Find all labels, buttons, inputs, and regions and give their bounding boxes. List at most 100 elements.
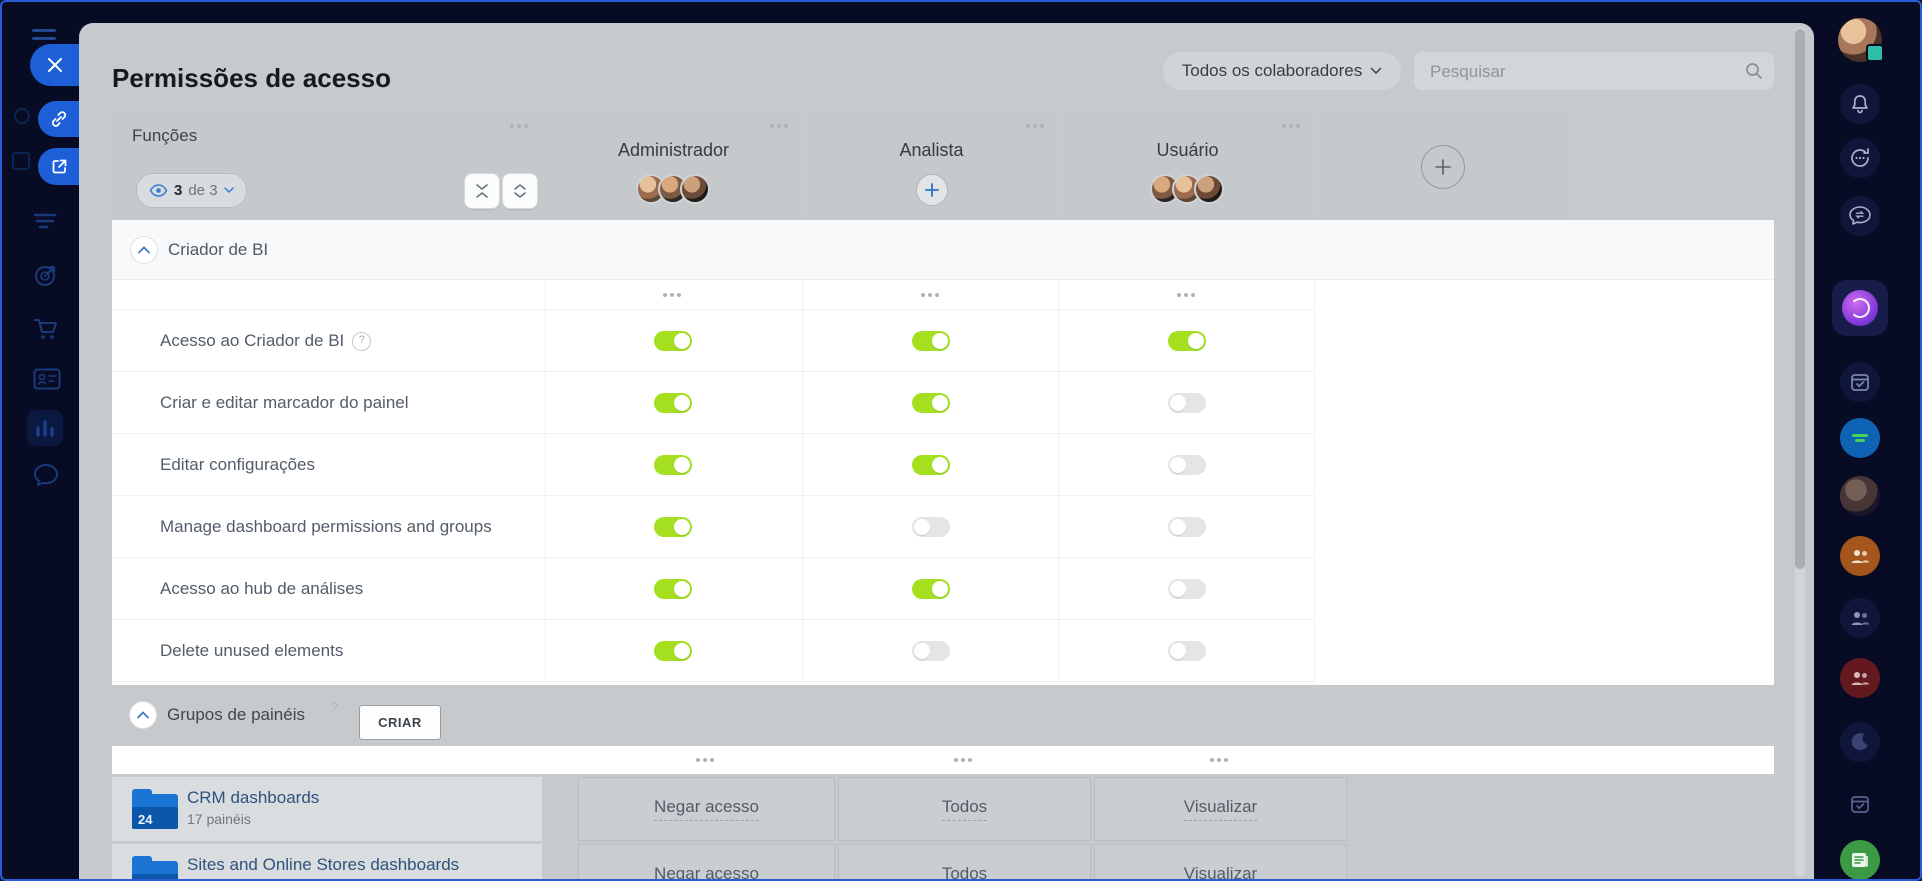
ghost-circle-icon [14,108,30,124]
collapse-all-button[interactable] [464,173,500,209]
copilot-button[interactable] [1832,280,1888,336]
column-menu-icon[interactable] [696,758,716,762]
bi-analytics-item[interactable] [27,410,63,446]
folder-icon[interactable]: 24 [132,789,178,829]
access-level-dropdown[interactable]: Visualizar [1184,864,1257,879]
copy-link-button[interactable] [38,101,80,137]
expand-all-button[interactable] [502,173,538,209]
access-cell: Negar acesso [578,777,835,841]
external-link-icon [52,159,66,174]
column-menu-icon[interactable] [1282,124,1302,128]
column-menu-icon[interactable] [663,293,683,297]
access-level-dropdown[interactable]: Negar acesso [654,864,759,879]
history-icon [1851,148,1869,167]
permission-toggle[interactable] [654,579,692,599]
scrollbar-thumb[interactable] [1795,29,1805,569]
colleague-avatar[interactable] [1840,476,1880,516]
folder-cell: 24 Sites and Online Stores dashboards 5 … [112,844,542,879]
plus-icon [1435,159,1451,175]
planner-button[interactable] [1840,362,1880,402]
section-title: Grupos de painéis [167,705,305,724]
access-level-dropdown[interactable]: Todos [941,797,988,821]
permission-toggle[interactable] [912,579,950,599]
calendar-button[interactable] [1840,784,1880,824]
column-menu-icon[interactable] [1210,758,1230,762]
chat-bubble-icon[interactable] [33,463,59,487]
conversations-button[interactable] [1840,196,1880,236]
column-menu-icon[interactable] [954,758,974,762]
permission-toggle[interactable] [912,331,950,351]
permission-toggle[interactable] [1168,331,1206,351]
permission-toggle[interactable] [912,393,950,413]
role-name: Analista [899,140,964,160]
folder-icon[interactable]: 24 [132,856,178,879]
member-avatar[interactable] [1194,174,1224,204]
permission-toggle[interactable] [912,455,950,475]
filter-label: Todos os colaboradores [1181,61,1363,80]
hr-button[interactable] [1840,658,1880,698]
employees-button[interactable] [1840,536,1880,576]
folder-name[interactable]: CRM dashboards [187,788,320,807]
role-members[interactable] [1150,174,1224,204]
messenger-button[interactable] [1840,418,1880,458]
access-level-dropdown[interactable]: Visualizar [1183,797,1258,821]
access-cell: Negar acesso [578,844,835,879]
folder-name[interactable]: Sites and Online Stores dashboards [187,855,460,874]
permission-toggle[interactable] [654,517,692,537]
search-input[interactable] [1428,52,1732,92]
user-avatar[interactable] [1838,18,1884,62]
column-menu-icon[interactable] [510,124,530,128]
store-cart-icon[interactable] [33,317,59,341]
permission-label: Acesso ao Criador de BI [160,331,345,350]
calendar-icon [1851,796,1869,813]
history-sync-button[interactable] [1840,138,1880,178]
visible-roles-dropdown[interactable]: 3 de 3 [136,173,247,208]
search-icon[interactable] [1745,62,1763,80]
tasks-list-icon[interactable] [33,212,57,234]
add-member-button[interactable] [916,174,948,206]
away-status-button[interactable] [1840,722,1880,762]
create-group-button[interactable]: CRIAR [359,705,441,740]
column-menu-icon[interactable] [1026,124,1046,128]
contact-card-icon[interactable] [33,368,61,390]
add-role-button[interactable] [1421,145,1465,189]
role-header-administrador: Administrador [545,112,802,220]
news-feed-button[interactable] [1840,840,1880,879]
column-menu-icon[interactable] [921,293,941,297]
permission-toggle[interactable] [1168,455,1206,475]
crm-target-icon[interactable] [33,262,59,288]
close-slider-button[interactable] [30,44,80,86]
collapse-section-button[interactable] [129,701,157,729]
notifications-button[interactable] [1840,84,1880,124]
left-sidebar [2,2,80,879]
access-cell: Visualizar [1094,844,1347,879]
folder-row: 24 CRM dashboards 17 painéis Negar acess… [112,777,1774,841]
role-name: Administrador [617,140,730,160]
permission-toggle[interactable] [912,517,950,537]
permission-toggle[interactable] [1168,393,1206,413]
permission-toggle[interactable] [1168,641,1206,661]
permission-toggle[interactable] [1168,517,1206,537]
collapse-section-button[interactable] [130,236,158,264]
groups-button[interactable] [1840,598,1880,638]
permission-toggle[interactable] [912,641,950,661]
open-in-new-window-button[interactable] [38,148,80,185]
permission-toggle[interactable] [1168,579,1206,599]
collaborators-filter-dropdown[interactable]: Todos os colaboradores [1163,52,1401,90]
help-icon[interactable] [325,699,344,718]
access-level-dropdown[interactable]: Todos [942,864,987,879]
column-menu-icon[interactable] [770,124,790,128]
permission-toggle[interactable] [654,393,692,413]
permission-toggle[interactable] [654,641,692,661]
access-level-dropdown[interactable]: Negar acesso [654,797,759,821]
chevron-down-icon [223,187,234,194]
member-avatar[interactable] [680,174,710,204]
permission-label: Criar e editar marcador do painel [160,393,409,412]
help-icon[interactable] [352,332,372,351]
column-menu-icon[interactable] [1177,293,1197,297]
hamburger-menu-icon[interactable] [32,29,56,41]
permission-toggle[interactable] [654,331,692,351]
role-members[interactable] [636,174,710,204]
permission-toggle[interactable] [654,455,692,475]
status-badge [1866,44,1884,62]
